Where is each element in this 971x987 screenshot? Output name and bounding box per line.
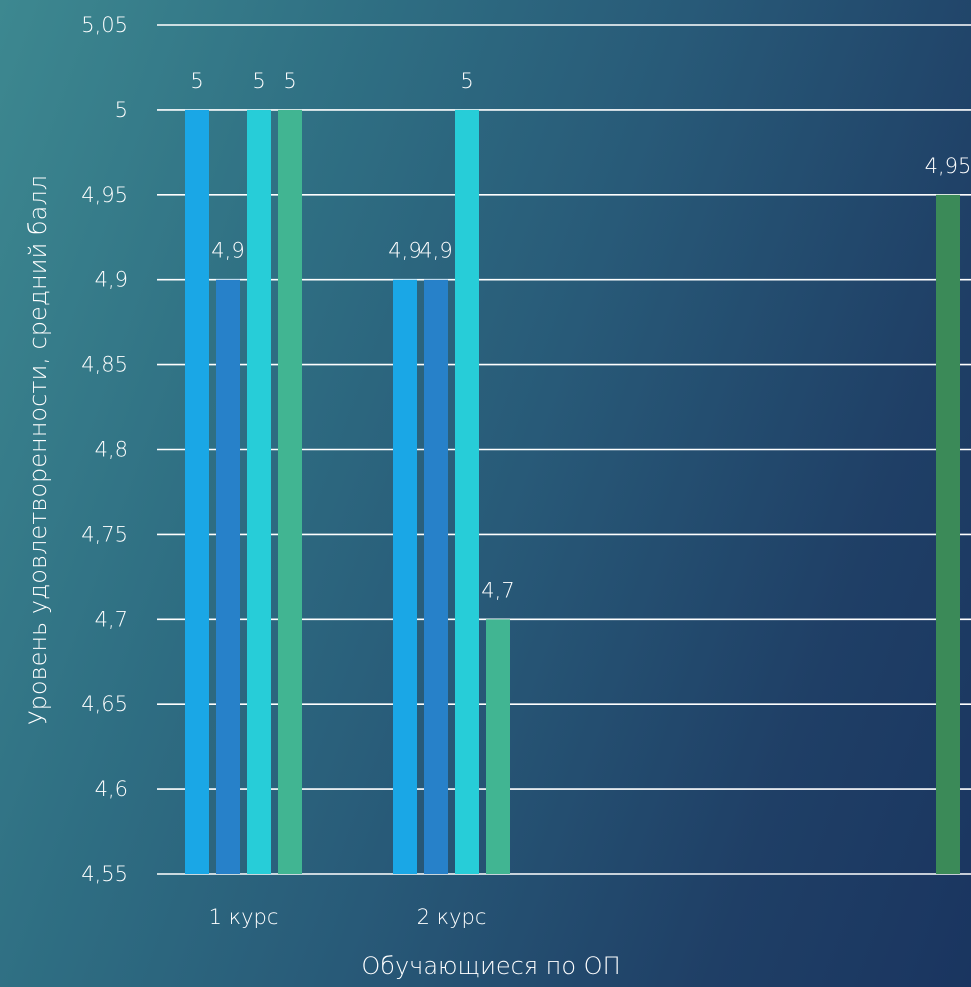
bar [455,109,479,874]
data-label: 4,9 [211,239,244,263]
y-axis-tick-labels: 4,55 4,6 4,65 4,7 4,75 4,8 4,85 4,9 4,95 5 5,05 [81,13,128,886]
data-label: 4,95 [925,154,971,178]
y-tick-label: 4,75 [81,522,128,546]
bar [424,279,448,874]
x-tick-label: 1 курс [209,905,279,929]
y-tick-label: 4,7 [95,607,128,631]
x-axis-title: Обучающиеся по ОП [361,952,620,980]
y-tick-label: 4,9 [95,268,128,292]
y-tick-label: 5,05 [81,13,128,37]
data-labels: 54,94,9 4,95 554,74,95 [190,69,971,602]
y-tick-label: 4,95 [81,183,128,207]
bar [486,619,510,874]
data-label: 5 [283,69,296,93]
bar [936,194,960,875]
bar [393,279,417,874]
bars [185,109,960,875]
data-label: 5 [252,69,265,93]
y-tick-label: 4,55 [81,862,128,886]
x-tick-label: 2 курс [417,905,487,929]
data-label: 5 [460,69,473,93]
y-tick-label: 4,85 [81,353,128,377]
data-label: 4,9 [388,239,421,263]
data-label: 4,9 [419,239,452,263]
y-tick-label: 4,65 [81,692,128,716]
y-axis-title: Уровень удовлетворенности, средний балл [24,175,52,725]
y-tick-label: 5 [115,98,128,122]
data-label: 5 [190,69,203,93]
data-label: 4,7 [481,578,514,602]
x-axis-tick-labels: 1 курс 2 курс [209,905,487,929]
bar [247,109,271,874]
y-tick-label: 4,6 [95,777,128,801]
bar [216,279,240,874]
bar [185,109,209,874]
y-tick-label: 4,8 [95,438,128,462]
bar [278,109,302,874]
